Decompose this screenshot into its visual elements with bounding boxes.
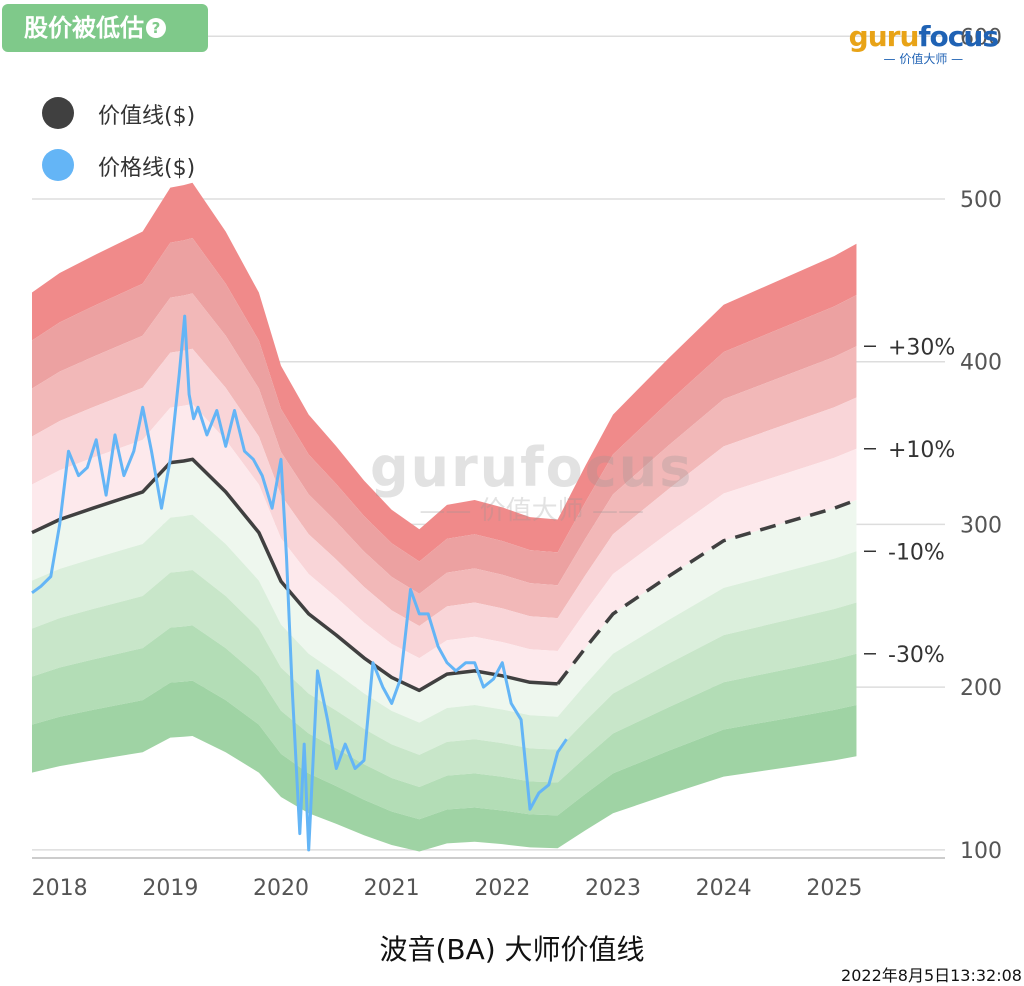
- band-labels: +30% +10% -10% -30%: [864, 335, 955, 668]
- y-tick-label: 200: [960, 676, 1002, 701]
- legend-swatch-value-line: [42, 97, 74, 129]
- valuation-band-10: [32, 680, 857, 852]
- valuation-band-2: [32, 238, 857, 594]
- legend-label-price-line: 价格线($): [98, 156, 196, 181]
- timestamp: 2022年8月5日13:32:08: [841, 966, 1022, 985]
- gurufocus-logo: gurufocus — 价值大师 —: [848, 20, 999, 67]
- x-tick-label: 2020: [253, 876, 309, 901]
- x-tick-label: 2022: [474, 876, 530, 901]
- x-tick-label: 2023: [585, 876, 641, 901]
- valuation-band-5: [32, 404, 857, 691]
- valuation-band-1: [32, 182, 857, 562]
- x-tick-label: 2018: [32, 876, 88, 901]
- chart-caption: 波音(BA) 大师价值线: [379, 933, 645, 966]
- x-tick-label: 2021: [364, 876, 420, 901]
- valuation-band-9: [32, 625, 857, 820]
- band-label: -30%: [888, 643, 945, 668]
- undervalued-badge[interactable]: 股价被低估?: [2, 4, 208, 52]
- y-tick-label: 400: [960, 351, 1002, 376]
- valuation-band-7: [32, 514, 857, 755]
- price-line: [31, 314, 568, 852]
- y-axis-ticks: 100 200 300 400 500 600: [960, 25, 1002, 864]
- series-lines: [31, 314, 858, 852]
- x-tick-label: 2025: [806, 876, 862, 901]
- x-tick-label: 2024: [696, 876, 752, 901]
- band-label: -10%: [888, 540, 945, 565]
- y-tick-label: 600: [960, 25, 1002, 50]
- y-tick-label: 100: [960, 839, 1002, 864]
- y-tick-label: 300: [960, 513, 1002, 538]
- y-tick-label: 500: [960, 188, 1002, 213]
- legend-swatch-price-line: [42, 149, 74, 181]
- valuation-band-6: [32, 459, 857, 723]
- question-icon[interactable]: ?: [146, 18, 166, 38]
- band-label: +10%: [888, 438, 955, 463]
- band-label: +30%: [888, 335, 955, 360]
- logo-part2: focus: [918, 20, 999, 53]
- x-axis-ticks: 2018 2019 2020 2021 2022 2023 2024 2025: [32, 857, 945, 901]
- watermark-word: gurufocus: [370, 436, 694, 499]
- logo-part1: guru: [848, 20, 920, 53]
- logo-tagline: 价值大师: [899, 52, 948, 66]
- badge-label: 股价被低估: [24, 14, 144, 42]
- valuation-band-8: [32, 569, 857, 788]
- x-tick-label: 2019: [142, 876, 198, 901]
- watermark-tagline: 价值大师: [479, 496, 584, 526]
- valuation-band-3: [32, 293, 857, 626]
- value-line-projected: [556, 498, 858, 685]
- watermark: gurufocus —— 价值大师 ——: [370, 436, 694, 527]
- legend-label-value-line: 价值线($): [98, 104, 196, 129]
- value-line: [31, 457, 558, 693]
